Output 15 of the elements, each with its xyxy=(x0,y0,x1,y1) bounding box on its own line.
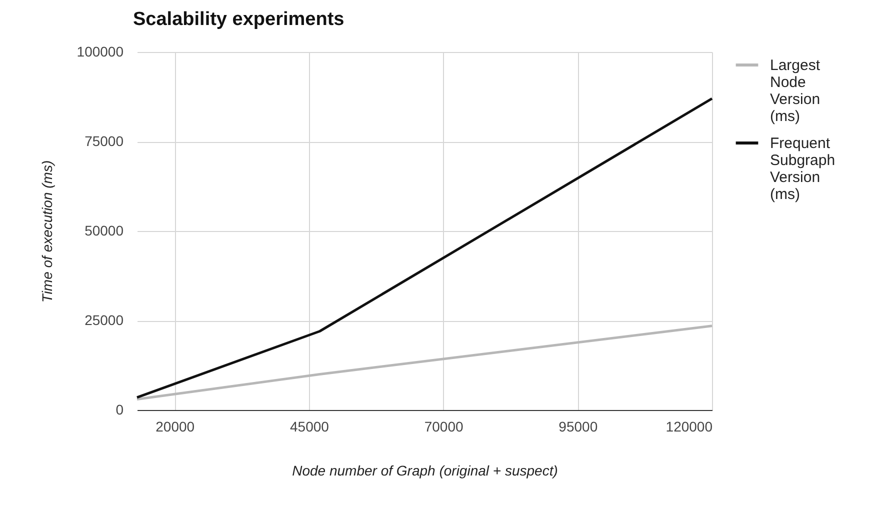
x-tick-label: 120000 xyxy=(666,418,713,434)
y-tick-label: 25000 xyxy=(84,312,124,328)
y-axis-title: Time of execution (ms) xyxy=(38,160,55,303)
y-tick-label: 50000 xyxy=(84,222,124,238)
x-axis-title: Node number of Graph (original + suspect) xyxy=(292,462,558,478)
x-tick-label: 70000 xyxy=(424,418,464,434)
y-tick-label: 75000 xyxy=(84,133,124,149)
y-tick-label: 100000 xyxy=(76,44,124,60)
x-tick-label: 20000 xyxy=(156,418,195,434)
x-tick-label: 95000 xyxy=(558,418,598,434)
y-tick-label: 0 xyxy=(116,402,124,418)
legend-label: Largest Node Version (ms) xyxy=(770,57,821,125)
chart-title: Scalability experiments xyxy=(133,9,344,30)
legend-label: Frequent Subgraph Version (ms) xyxy=(770,135,836,203)
x-tick-label: 45000 xyxy=(290,418,330,434)
